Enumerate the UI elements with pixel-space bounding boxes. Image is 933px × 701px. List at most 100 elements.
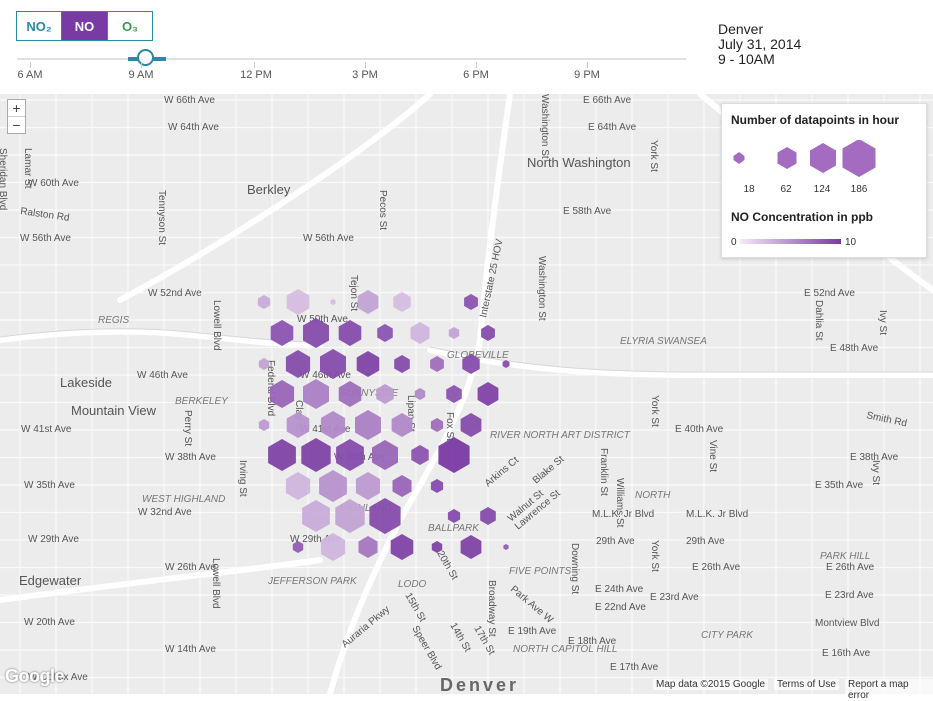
no-hexbin[interactable] (356, 351, 380, 377)
no-hexbin[interactable] (376, 384, 394, 404)
no-hexbin[interactable] (285, 472, 311, 500)
no-hexbin[interactable] (430, 356, 444, 372)
no-hexbin[interactable] (460, 413, 482, 437)
street-label: W 32nd Ave (138, 507, 192, 518)
street-label: E 23rd Ave (650, 592, 699, 603)
street-label: 20th St (434, 549, 459, 582)
google-logo: Google (5, 666, 65, 686)
no-hexbin[interactable] (414, 388, 426, 400)
no-hexbin[interactable] (303, 379, 329, 409)
no-hexbin[interactable] (269, 380, 295, 408)
no-hexbin[interactable] (392, 475, 412, 497)
no-hexbin[interactable] (330, 299, 336, 305)
info-date: July 31, 2014 (718, 36, 802, 52)
no-hexbin[interactable] (301, 438, 331, 472)
report-map-error-link[interactable]: Report a map error (845, 679, 933, 701)
no-hexbin[interactable] (446, 385, 462, 403)
legend-hex-62 (777, 147, 797, 169)
no-hexbin[interactable] (377, 324, 393, 342)
no-hexbin[interactable] (390, 534, 414, 560)
timeline-label-6am: 6 AM (17, 69, 43, 81)
street-label: M.L.K. Jr Blvd (592, 509, 654, 520)
no-hexbin[interactable] (430, 479, 444, 493)
no-hexbin[interactable] (286, 289, 310, 315)
no-hexbin[interactable] (320, 533, 346, 561)
no-hexbin[interactable] (480, 507, 496, 525)
no-hexbin[interactable] (268, 439, 296, 471)
no-hexbin[interactable] (372, 440, 398, 470)
no-hexbin[interactable] (292, 541, 304, 553)
no-hexbin[interactable] (270, 320, 294, 346)
street-label: W 56th Ave (20, 233, 71, 244)
legend-color-title: NO Concentration in ppb (731, 210, 873, 224)
street-label: E 64th Ave (588, 122, 637, 133)
no-hexbin[interactable] (430, 418, 444, 432)
no-hexbin[interactable] (302, 500, 330, 532)
no-hexbin[interactable] (285, 350, 311, 378)
street-label: Franklin St (598, 448, 609, 496)
timeline-label-12pm: 12 PM (240, 69, 272, 81)
street-label: E 19th Ave (508, 626, 557, 637)
no-hexbin[interactable] (502, 360, 510, 368)
no-hexbin[interactable] (369, 498, 401, 534)
no-hexbin[interactable] (464, 294, 478, 310)
no-button[interactable]: NO (62, 12, 107, 40)
street-label: E 22nd Ave (595, 602, 646, 613)
timeline-handle[interactable] (137, 49, 154, 66)
no-hexbin[interactable] (460, 535, 482, 559)
no-hexbin[interactable] (338, 320, 362, 346)
street-label: Vine St (707, 440, 718, 472)
no-hexbin[interactable] (336, 439, 364, 471)
no-hexbin[interactable] (411, 445, 429, 465)
street-label: Washington St (536, 256, 547, 321)
neighborhood-label: GLOBEVILLE (447, 350, 509, 361)
no-hexbin[interactable] (410, 322, 430, 344)
no-hexbin[interactable] (438, 437, 470, 473)
neighborhood-label: CITY PARK (701, 630, 754, 641)
no-hexbin[interactable] (335, 499, 365, 533)
no-hexbin[interactable] (357, 290, 379, 314)
no-hexbin[interactable] (338, 381, 362, 407)
street-label: York St (649, 395, 660, 427)
street-label: Sheridan Blvd (0, 148, 8, 210)
no-hexbin[interactable] (481, 325, 495, 341)
map-legend: Number of datapoints in hour 18 62 124 1… (721, 103, 927, 258)
no-hexbin[interactable] (394, 355, 410, 373)
no-hexbin[interactable] (431, 541, 443, 553)
no-hexbin[interactable] (448, 327, 460, 339)
timeline-track[interactable] (17, 58, 686, 60)
no-hexbin[interactable] (320, 349, 346, 379)
zoom-out-button[interactable]: − (8, 116, 25, 133)
no-hexbin[interactable] (258, 358, 270, 370)
no-hexbin[interactable] (358, 536, 378, 558)
no-hexbin[interactable] (462, 354, 480, 374)
timeline-label-9am: 9 AM (128, 69, 154, 81)
timeline-tick (476, 62, 477, 68)
no-hexbin[interactable] (286, 412, 310, 438)
street-label: Ralston Rd (20, 206, 71, 224)
no-hexbin[interactable] (447, 509, 461, 523)
no-hexbin[interactable] (391, 413, 413, 437)
o3-button[interactable]: O₃ (107, 12, 152, 40)
no-hexbin[interactable] (477, 382, 499, 406)
no-hexbin[interactable] (355, 472, 381, 500)
no-hexbin[interactable] (320, 411, 346, 439)
no-hexbin[interactable] (319, 470, 347, 502)
street-label: E 26th Ave (692, 562, 741, 573)
street-label: Fox St (444, 412, 455, 441)
no-hexbin-layer (257, 289, 510, 561)
zoom-in-button[interactable]: + (12, 100, 21, 116)
no-hexbin[interactable] (258, 419, 270, 431)
no-hexbin[interactable] (503, 544, 509, 550)
street-label: Williams St (614, 478, 625, 528)
terms-of-use-link[interactable]: Terms of Use (774, 679, 839, 690)
no-hexbin[interactable] (393, 292, 411, 312)
legend-size-title: Number of datapoints in hour (731, 113, 899, 127)
no2-button[interactable]: NO₂ (17, 12, 62, 40)
street-label: Smith Rd (865, 410, 908, 429)
no-hexbin[interactable] (257, 295, 271, 309)
timeline-label-9pm: 9 PM (574, 69, 600, 81)
no-hexbin[interactable] (355, 410, 381, 440)
neighborhood-label: JEFFERSON PARK (267, 576, 358, 587)
no-hexbin[interactable] (303, 318, 329, 348)
